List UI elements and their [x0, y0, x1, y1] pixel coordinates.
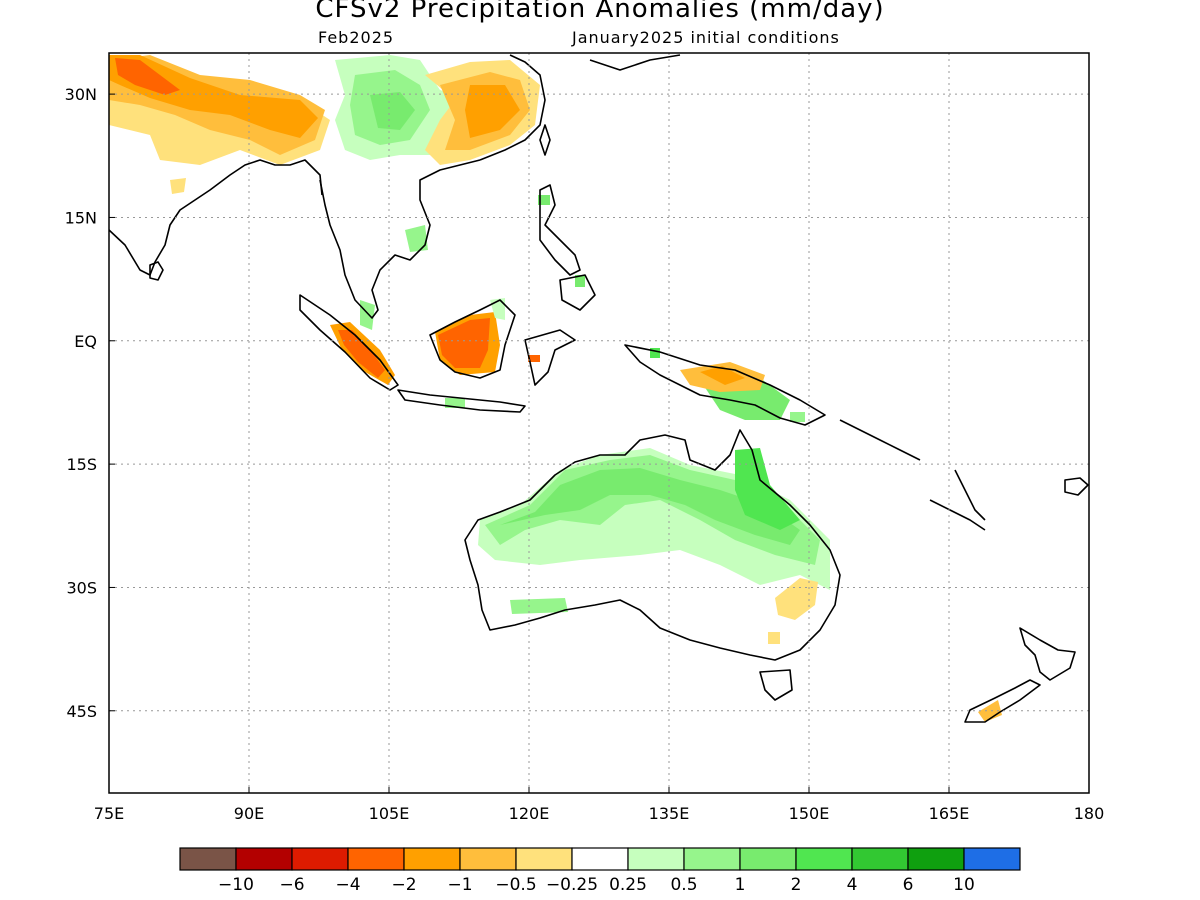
colorbar-label: 6 — [903, 875, 914, 895]
anomaly-luzon-wet — [538, 195, 550, 205]
colorbar-swatch — [851, 847, 909, 871]
anomaly-png-tail-wet — [790, 412, 805, 422]
anomaly-png-dry-core — [700, 366, 745, 385]
colorbar-label: 2 — [791, 875, 802, 895]
coast-borneo — [429, 299, 516, 379]
coast-china — [479, 54, 546, 161]
coast-australia — [464, 429, 841, 661]
colorbar-swatch — [347, 847, 405, 871]
tick-label-lon: 150E — [789, 804, 830, 823]
coast-java — [397, 389, 526, 413]
coast-indochina — [319, 159, 481, 319]
colorbar-label: −2 — [391, 875, 416, 895]
colorbar: −10 −6 −4 −2 −1 −0.5 −0.25 0.25 0.5 1 2 4 6 10 — [179, 847, 1021, 895]
coast-japan — [589, 54, 681, 71]
coast-newguinea — [624, 344, 826, 426]
coastlines — [109, 54, 1089, 723]
tick-label-lat: 30N — [65, 85, 97, 104]
coast-india — [109, 159, 323, 276]
anomaly-aus-spot-wet — [570, 548, 580, 558]
anomaly-borneo-strong — [438, 318, 490, 368]
coast-tasmania — [759, 669, 793, 701]
coast-luzon — [539, 184, 581, 276]
colorbar-label: −4 — [335, 875, 360, 895]
tick-label-lat: 15S — [66, 455, 97, 474]
anomaly-nz-dry — [978, 700, 1002, 722]
tick-label-lon: 90E — [234, 804, 264, 823]
colorbar-label: 10 — [953, 875, 975, 895]
latitude-labels: 30N 15N EQ 15S 30S 45S — [65, 85, 115, 721]
tick-label-lon: 120E — [509, 804, 550, 823]
plot-frame — [108, 52, 1090, 794]
longitude-labels: 75E 90E 105E 120E 135E 150E 165E 180 — [94, 787, 1105, 823]
tick-label-lon: 75E — [94, 804, 124, 823]
colorbar-label: 1 — [735, 875, 746, 895]
anomaly-india-spot — [170, 178, 186, 194]
tick-label-lat: 30S — [66, 578, 97, 597]
coast-newcaledonia — [929, 499, 986, 531]
chart-title: CFSv2 Precipitation Anomalies (mm/day) — [315, 0, 885, 24]
colorbar-swatch — [459, 847, 517, 871]
anomaly-tibet-strong — [370, 92, 415, 130]
coast-srilanka — [149, 261, 164, 281]
coast-sumatra — [299, 294, 399, 391]
map-gridlines — [109, 53, 1089, 793]
colorbar-swatch — [515, 847, 573, 871]
anomaly-sulawesi-dry — [528, 355, 540, 362]
colorbar-swatch — [235, 847, 293, 871]
tick-label-lon: 135E — [649, 804, 690, 823]
coast-sulawesi — [524, 329, 576, 386]
colorbar-label: −1 — [447, 875, 472, 895]
anomaly-aus-strong — [500, 468, 800, 545]
colorbar-label: −6 — [279, 875, 304, 895]
colorbar-label: −10 — [218, 875, 254, 895]
coast-vanuatu — [954, 469, 986, 521]
tick-label-lat: 45S — [66, 702, 97, 721]
anomaly-mindanao-wet — [575, 275, 585, 287]
anomaly-eaus-dry-spot — [768, 632, 780, 644]
colorbar-swatch — [907, 847, 965, 871]
colorbar-label: −0.5 — [495, 875, 536, 895]
tick-label-lon: 105E — [369, 804, 410, 823]
colorbar-swatch — [627, 847, 685, 871]
coast-solomons — [839, 419, 921, 461]
anomaly-eaus-dry — [775, 578, 818, 620]
anomaly-indochina-wet — [405, 225, 428, 252]
coast-fiji — [1064, 477, 1089, 496]
colorbar-swatch — [739, 847, 797, 871]
coast-nz-north — [1019, 627, 1076, 681]
initial-conditions: January2025 initial conditions — [572, 28, 840, 47]
colorbar-swatch — [179, 847, 237, 871]
coast-taiwan — [539, 124, 551, 156]
colorbar-swatch — [683, 847, 741, 871]
anomaly-cape-york-wet — [735, 448, 800, 530]
colorbar-label: 4 — [847, 875, 858, 895]
anomaly-china-strong — [465, 85, 520, 138]
anomaly-india-core — [115, 58, 180, 95]
coast-nz-south — [964, 679, 1041, 723]
anomaly-india-strong — [109, 55, 318, 138]
colorbar-label: 0.5 — [670, 875, 697, 895]
anomaly-malay-wet — [360, 300, 375, 330]
tick-label-lat: EQ — [74, 332, 97, 351]
colorbar-label: 0.25 — [609, 875, 647, 895]
tick-label-lat: 15N — [65, 208, 97, 227]
anomaly-shading — [109, 55, 1002, 722]
colorbar-swatch — [291, 847, 349, 871]
tick-label-lon: 165E — [929, 804, 970, 823]
coast-mindanao — [559, 274, 596, 311]
colorbar-swatch — [403, 847, 461, 871]
anomaly-aus-south-wet — [510, 598, 568, 614]
colorbar-swatch — [795, 847, 853, 871]
colorbar-swatch — [571, 847, 629, 871]
valid-period: Feb2025 — [318, 28, 395, 47]
anomaly-sumatra-strong — [338, 330, 385, 378]
tick-label-lon: 180 — [1074, 804, 1105, 823]
colorbar-swatch — [963, 847, 1021, 871]
colorbar-label: −0.25 — [546, 875, 598, 895]
